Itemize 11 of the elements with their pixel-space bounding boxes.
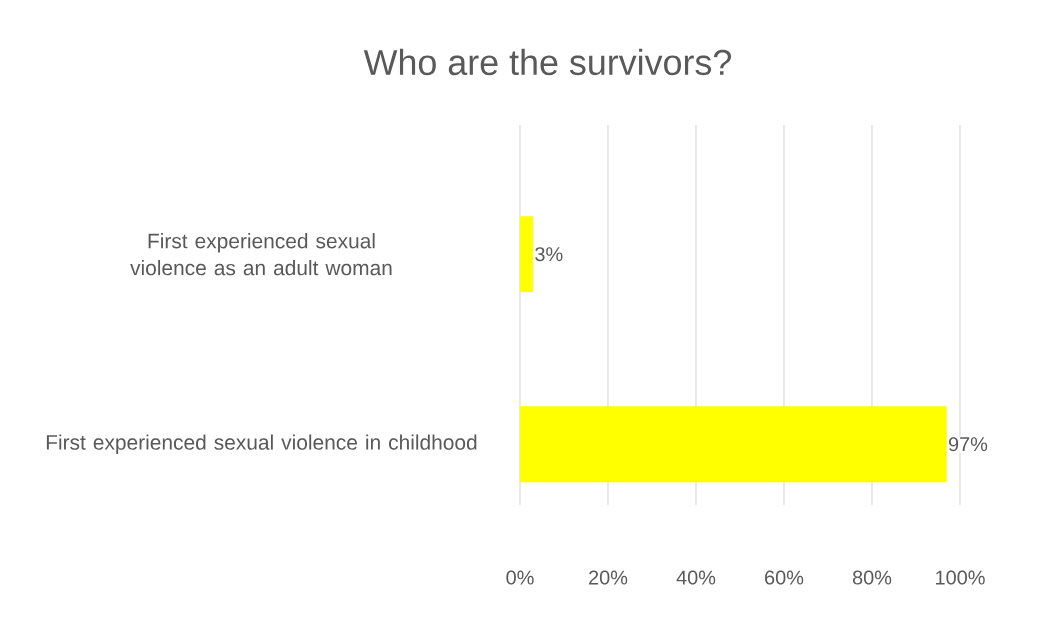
x-tick-label: 60% xyxy=(765,570,804,585)
data-label: 3% xyxy=(535,247,563,262)
chart-title: Who are the survivors? xyxy=(363,48,731,76)
y-tick-label: First experienced sexual violence in childhood xyxy=(46,434,477,454)
x-tick-label: 20% xyxy=(589,570,628,585)
x-tick-label: 80% xyxy=(852,570,892,585)
x-tick-label: 100% xyxy=(936,570,985,585)
x-tick-label: 40% xyxy=(676,570,716,585)
y-tick-label: First experienced sexual violence as an adult woman xyxy=(130,233,392,276)
data-label: 97% xyxy=(948,437,988,452)
x-tick-label: 0% xyxy=(506,570,534,585)
